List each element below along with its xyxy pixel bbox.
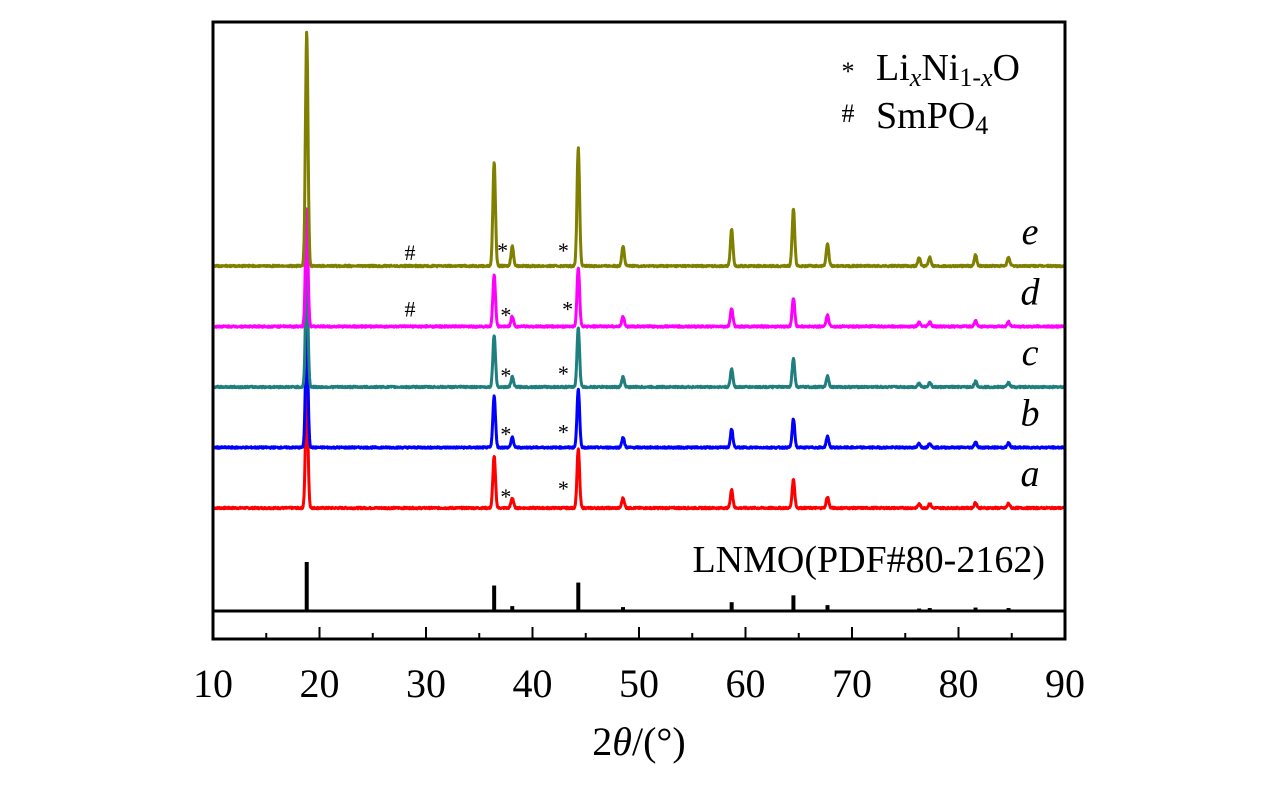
x-tick-label-80: 80 [939,661,979,706]
peak-marker-c-0: * [500,363,511,388]
series-label-b: b [1021,393,1040,435]
series-line-e [213,30,1066,269]
series-label-e: e [1022,211,1039,253]
legend-symbol-star: * [842,57,855,86]
legend-label-smpo4: SmPO4 [876,95,988,140]
peak-marker-a-0: * [500,484,511,509]
series-line-a [213,388,1066,511]
legend-label-lixni1-xo: LixNi1-xO [876,47,1020,92]
series-line-d [213,207,1066,329]
peak-marker-e-1: * [497,238,508,263]
peak-marker-d-1: * [500,303,511,328]
x-tick-label-30: 30 [406,661,446,706]
peak-marker-a-1: * [558,476,569,501]
x-tick-label-20: 20 [300,661,340,706]
peak-marker-c-1: * [558,361,569,386]
peak-marker-d-2: * [562,297,573,322]
series-line-b [213,328,1066,450]
peak-marker-d-0: # [405,297,416,322]
series-line-c [213,268,1066,390]
x-tick-label-90: 90 [1045,661,1085,706]
peak-marker-e-2: * [558,238,569,263]
x-axis-tick-labels: 10 20 30 40 50 60 70 80 90 [193,661,1085,706]
peak-marker-b-1: * [558,420,569,445]
series-label-a: a [1021,453,1040,495]
legend: * LixNi1-xO # SmPO4 [842,47,1021,140]
peak-marker-e-0: # [405,240,416,265]
x-axis-title: 2θ/(°) [592,719,685,764]
x-tick-label-40: 40 [513,661,553,706]
x-tick-label-60: 60 [726,661,766,706]
peak-marker-b-0: * [500,422,511,447]
x-tick-label-10: 10 [193,661,233,706]
x-axis-ticks [212,627,1066,639]
reference-label: LNMO(PDF#80-2162) [692,539,1045,581]
series-label-d: d [1021,272,1041,314]
x-tick-label-50: 50 [619,661,659,706]
legend-symbol-hash: # [842,99,855,128]
series-label-c: c [1022,332,1039,374]
x-tick-label-70: 70 [832,661,872,706]
plot-content: a * * b * * c * * d # * * e # * * [213,30,1066,613]
